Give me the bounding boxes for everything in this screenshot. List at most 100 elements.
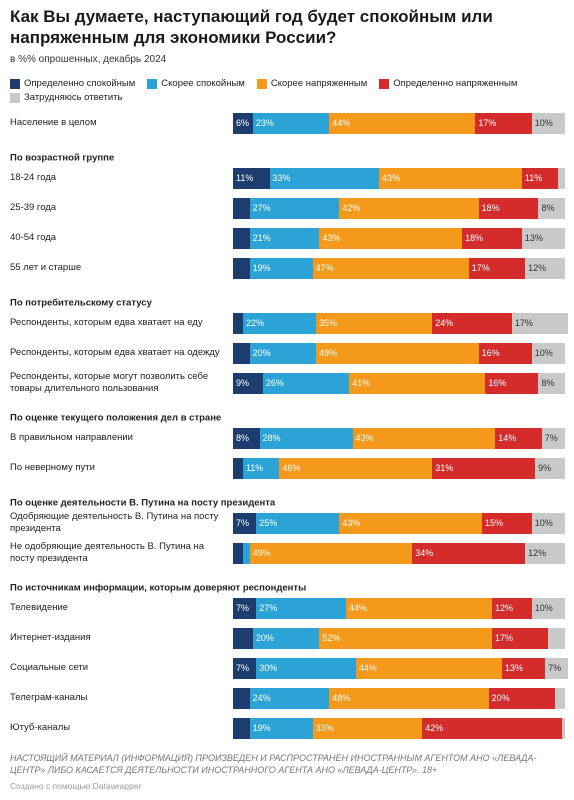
row-label: Респонденты, которым едва хватает на оде… [10, 347, 220, 358]
bar-segment [233, 457, 243, 479]
legend-item: Скорее напряженным [256, 78, 368, 89]
data-label: 14% [498, 433, 517, 443]
data-label: 16% [488, 378, 507, 388]
bar-segment [233, 197, 250, 219]
bar-segment: 41% [349, 372, 486, 394]
bar-segment: 18% [462, 227, 522, 249]
bar-segment: 27% [256, 597, 346, 619]
legend-item: Затрудняюсь ответить [10, 92, 122, 103]
row-label: Респонденты, которым едва хватает на еду [10, 317, 203, 328]
bar-segment: 27% [249, 197, 340, 219]
data-label: 19% [252, 263, 271, 273]
bar-segment: 47% [312, 257, 469, 279]
data-label: 34% [415, 548, 434, 558]
legend-swatch [10, 92, 20, 103]
data-label: 21% [252, 233, 271, 243]
data-label: 43% [342, 518, 361, 528]
bar-segment: 46% [279, 457, 433, 479]
bar-segment: 14% [495, 427, 542, 449]
data-label: 7% [236, 603, 250, 613]
bar-segment: 18% [478, 197, 539, 219]
bar-segment [548, 627, 565, 649]
row-label: Интернет-издания [10, 632, 91, 643]
group-header: По оценке деятельности В. Путина на пост… [10, 497, 276, 509]
bar-segment: 17% [491, 627, 549, 649]
group-header: По возрастной группе [10, 152, 115, 164]
bar-segment: 44% [355, 657, 502, 679]
data-label: 44% [332, 118, 351, 128]
data-label: 33% [315, 723, 334, 733]
bar-segment: 17% [468, 257, 526, 279]
data-label: 43% [355, 433, 374, 443]
row-label: В правильном направлении [10, 432, 133, 443]
bar-segment: 9% [535, 457, 565, 479]
bar-segment [558, 167, 565, 189]
legend-swatch [10, 78, 20, 89]
data-label: 49% [252, 548, 271, 558]
data-label: 41% [352, 378, 371, 388]
bar-segment: 7% [545, 657, 569, 679]
legend-item: Определенно напряженным [379, 78, 517, 89]
data-label: 20% [491, 693, 510, 703]
data-label: 20% [252, 348, 271, 358]
bar-segment: 16% [485, 372, 539, 394]
bar-segment: 24% [432, 312, 512, 334]
data-label: 19% [252, 723, 271, 733]
bar-segment: 20% [252, 627, 320, 649]
bar-segment: 30% [256, 657, 356, 679]
legend-label: Скорее напряженным [270, 78, 368, 89]
data-label: 23% [255, 118, 274, 128]
bar-segment: 21% [249, 227, 320, 249]
data-label: 13% [504, 663, 523, 673]
bar-segment: 52% [319, 627, 492, 649]
bar-segment: 8% [538, 372, 565, 394]
bar-segment: 12% [525, 542, 565, 564]
bar-segment [233, 627, 253, 649]
row-label: Социальные сети [10, 662, 89, 673]
row-label: 40-54 года [10, 232, 57, 243]
data-label: 8% [236, 433, 250, 443]
data-label: 27% [252, 203, 271, 213]
data-label: 7% [544, 433, 558, 443]
bar-segment [233, 227, 250, 249]
bar-segment: 7% [233, 657, 257, 679]
bar-segment [233, 257, 250, 279]
legend-swatch [379, 78, 390, 89]
data-label: 52% [322, 633, 341, 643]
bar-segment: 19% [249, 717, 313, 739]
bar-segment: 49% [249, 542, 413, 564]
bar-segment: 26% [262, 372, 350, 394]
data-label: 17% [478, 118, 497, 128]
data-label: 18% [481, 203, 500, 213]
bar-segment: 43% [339, 512, 482, 534]
data-label: 7% [236, 663, 250, 673]
bar-segment: 8% [538, 197, 565, 219]
row-label: Население в целом [10, 117, 97, 128]
legend-label: Скорее спокойным [161, 78, 245, 89]
data-label: 6% [236, 118, 250, 128]
bar-segment [233, 717, 250, 739]
bar-segment: 43% [379, 167, 522, 189]
bar-segment: 12% [525, 257, 565, 279]
data-label: 42% [342, 203, 361, 213]
bar-segment: 24% [249, 687, 330, 709]
chart-subtitle: в %% опрошенных, декабрь 2024 [10, 54, 167, 65]
bar-segment: 43% [319, 227, 463, 249]
bar-segment [242, 542, 250, 564]
row-label: 25-39 года [10, 202, 57, 213]
data-label: 17% [514, 318, 533, 328]
data-label: 10% [534, 603, 553, 613]
footnote: НАСТОЯЩИЙ МАТЕРИАЛ (ИНФОРМАЦИЯ) ПРОИЗВЕД… [10, 753, 537, 775]
bar-segment: 44% [329, 112, 476, 134]
data-label: 31% [435, 463, 454, 473]
legend-item: Скорее спокойным [147, 78, 245, 89]
bar-segment: 15% [482, 512, 532, 534]
data-label: 24% [435, 318, 454, 328]
data-label: 10% [534, 348, 553, 358]
bar-segment [233, 312, 243, 334]
legend-item: Определенно спокойным [10, 78, 135, 89]
bar-segment: 49% [316, 342, 479, 364]
row-label: Телевидение [10, 602, 69, 613]
bar-segment: 9% [233, 372, 263, 394]
data-label: 18% [465, 233, 484, 243]
